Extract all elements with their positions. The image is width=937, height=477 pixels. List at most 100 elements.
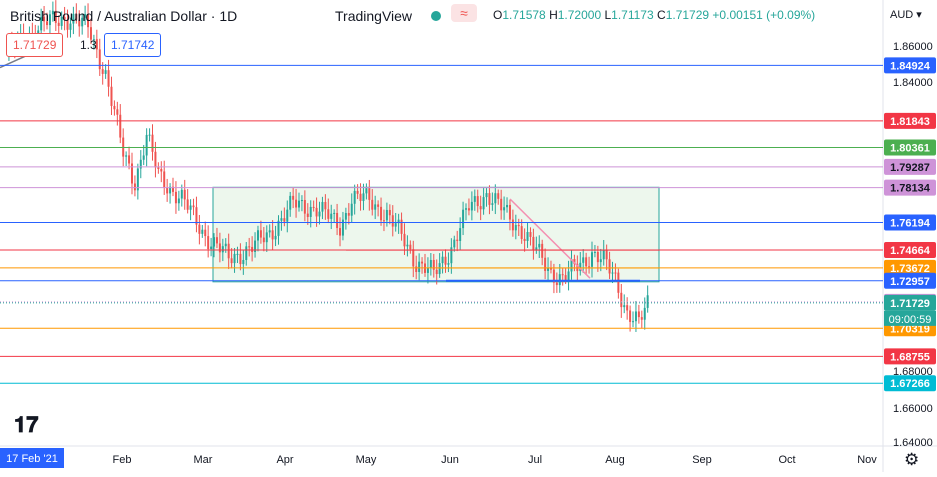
candle-body xyxy=(547,268,550,271)
currency-label[interactable]: AUD xyxy=(890,9,914,21)
candle-body xyxy=(43,16,46,22)
candle-body xyxy=(63,17,66,20)
buy-button[interactable]: 1.71742 xyxy=(104,33,162,57)
candle-body xyxy=(623,305,626,308)
tradingview-logo-icon[interactable]: 𝟏𝟕 xyxy=(14,412,39,437)
high-label: H xyxy=(549,8,558,22)
y-tick-label: 1.64000 xyxy=(893,437,933,449)
candle-body xyxy=(426,267,429,273)
candle-body xyxy=(213,237,216,247)
candle-body xyxy=(303,200,306,214)
x-tick-label: Jun xyxy=(441,454,459,466)
candle-body xyxy=(485,193,488,198)
candle-body xyxy=(110,86,113,106)
sell-button[interactable]: 1.71729 xyxy=(6,33,64,57)
candle-body xyxy=(611,272,614,274)
candle-body xyxy=(312,206,315,208)
candle-body xyxy=(40,16,43,31)
candle-body xyxy=(429,259,432,268)
candle-body xyxy=(339,228,342,236)
level-label-bg xyxy=(884,214,936,231)
open-label: O xyxy=(493,8,503,22)
candle-body xyxy=(210,246,213,250)
candle-body xyxy=(462,209,465,229)
candle-body xyxy=(350,203,353,216)
price-axis xyxy=(883,0,937,472)
candle-body xyxy=(579,262,582,272)
candle-body xyxy=(327,209,330,219)
candle-body xyxy=(362,193,365,201)
candle-body xyxy=(503,207,506,211)
candle-body xyxy=(637,311,640,318)
candle-body xyxy=(517,225,520,227)
candle-body xyxy=(626,305,629,311)
level-label-bg xyxy=(884,272,936,289)
candle-body xyxy=(324,201,327,210)
candle-body xyxy=(119,114,122,138)
candle-body xyxy=(218,243,221,253)
candle-body xyxy=(330,213,333,219)
candle-body xyxy=(130,163,133,184)
candle-body xyxy=(268,230,271,233)
candle-body xyxy=(412,249,415,267)
candle-body xyxy=(298,200,300,208)
candle-body xyxy=(470,201,473,211)
candle-body xyxy=(526,232,529,241)
candle-body xyxy=(251,246,254,252)
candle-body xyxy=(403,233,406,247)
level-label: 1.70319 xyxy=(890,323,930,335)
gear-icon[interactable]: ⚙ xyxy=(904,450,920,469)
candle-body xyxy=(573,258,576,264)
level-label: 1.67266 xyxy=(890,378,930,390)
candle-body xyxy=(614,272,617,274)
candle-body xyxy=(588,266,591,268)
candle-body xyxy=(555,282,558,286)
currency-selector[interactable]: AUD ▾ xyxy=(890,9,922,21)
trendline xyxy=(509,198,591,279)
candle-body xyxy=(151,134,154,152)
candle-body xyxy=(599,259,602,263)
candle-body xyxy=(634,311,637,322)
candle-body xyxy=(125,155,128,157)
level-label-bg xyxy=(884,348,936,365)
candle-body xyxy=(259,230,262,238)
candle-body xyxy=(89,27,92,40)
candle-body xyxy=(344,213,347,220)
countdown-label: 09:00:59 xyxy=(889,314,932,326)
level-label-bg xyxy=(884,179,936,196)
market-open-indicator-icon xyxy=(431,11,441,21)
ohlc-legend: O1.71578 H1.72000 L1.71173 C1.71729 +0.0… xyxy=(493,8,815,22)
candle-body xyxy=(374,204,377,210)
candle-body xyxy=(473,196,476,202)
change-value: +0.00151 (+0.09%) xyxy=(712,8,816,22)
x-tick-label: Oct xyxy=(778,454,795,466)
y-tick-label: 1.66000 xyxy=(893,403,933,415)
candle-body xyxy=(160,169,163,172)
symbol-title[interactable]: British Pound / Australian Dollar · 1D xyxy=(10,8,238,24)
candle-body xyxy=(494,193,497,204)
candle-body xyxy=(409,244,412,250)
level-label-bg xyxy=(884,139,936,156)
candle-body xyxy=(450,247,453,264)
candle-body xyxy=(283,218,286,222)
candle-body xyxy=(256,230,259,241)
candle-body xyxy=(295,199,298,208)
candle-body xyxy=(245,246,248,260)
candle-body xyxy=(382,220,385,222)
candle-body xyxy=(186,199,189,210)
candle-body xyxy=(265,232,268,243)
candle-body xyxy=(271,230,274,240)
candle-body xyxy=(274,235,277,240)
candle-body xyxy=(78,19,81,27)
candle-body xyxy=(415,266,418,272)
candle-body xyxy=(444,256,447,265)
candle-body xyxy=(514,225,517,231)
candle-body xyxy=(544,257,547,271)
candle-body xyxy=(174,191,177,204)
candle-body xyxy=(506,204,509,208)
candle-body xyxy=(453,239,456,248)
wave-icon[interactable]: ≈ xyxy=(451,4,477,22)
x-tick-label: Sep xyxy=(692,454,712,466)
